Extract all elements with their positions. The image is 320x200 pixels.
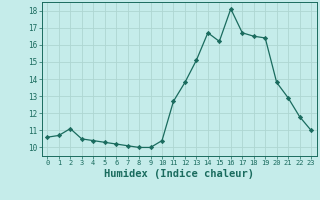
X-axis label: Humidex (Indice chaleur): Humidex (Indice chaleur) xyxy=(104,169,254,179)
